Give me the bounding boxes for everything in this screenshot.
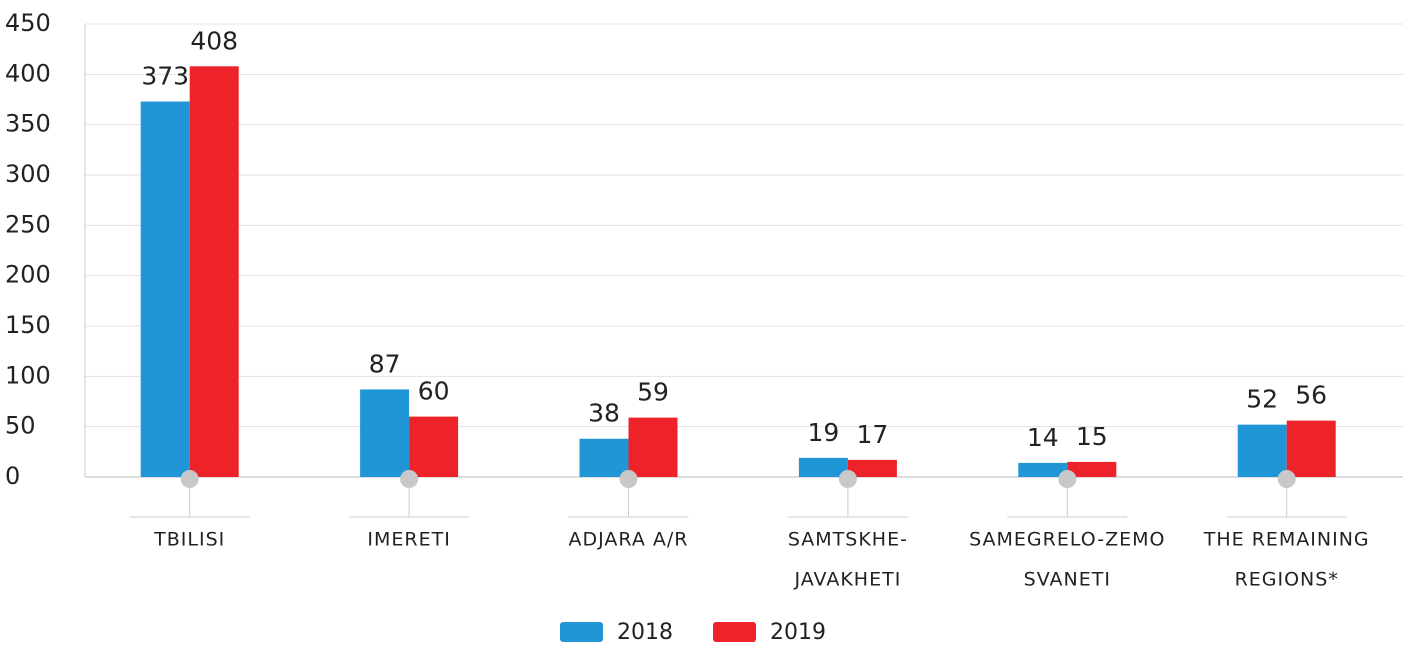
tick-dot	[1058, 470, 1077, 488]
x-tick-label: SVANETI	[1024, 569, 1111, 591]
legend-label: 2018	[617, 620, 673, 645]
x-tick-label: SAMTSKHE-	[788, 529, 908, 551]
value-label: 59	[637, 378, 669, 407]
y-tick-label: 150	[5, 311, 51, 339]
bar	[409, 416, 459, 477]
bar	[1018, 462, 1068, 477]
legend-swatch	[713, 622, 756, 642]
bar	[628, 417, 678, 477]
value-label: 15	[1076, 422, 1108, 451]
bar	[1237, 424, 1287, 477]
y-tick-label: 100	[5, 361, 51, 389]
value-label: 408	[190, 26, 238, 55]
bar	[140, 101, 190, 477]
y-tick-label: 250	[5, 210, 51, 238]
legend-label: 2019	[770, 620, 826, 645]
y-tick-label: 50	[5, 412, 36, 440]
value-label: 60	[418, 377, 450, 406]
value-label: 19	[807, 418, 839, 447]
y-tick-label: 400	[5, 59, 51, 87]
tick-dot	[838, 470, 857, 488]
value-label: 17	[856, 420, 888, 449]
x-tick-label: IMERETI	[367, 529, 450, 551]
legend-swatch	[560, 622, 603, 642]
bar	[579, 438, 629, 477]
bar	[798, 457, 848, 477]
y-tick-label: 350	[5, 110, 51, 138]
tick-dot	[1277, 470, 1296, 488]
value-label: 87	[369, 349, 401, 378]
tick-dot	[619, 470, 638, 488]
bar	[1286, 420, 1336, 477]
tick-dot	[180, 470, 199, 488]
bar	[1067, 461, 1117, 477]
tick-dot	[400, 470, 419, 488]
x-tick-label: TBILISI	[153, 529, 225, 551]
x-tick-label: THE REMAINING	[1203, 529, 1370, 551]
value-label: 373	[141, 62, 189, 91]
x-tick-label: REGIONS*	[1235, 569, 1339, 591]
bar	[847, 459, 897, 477]
value-label: 38	[588, 399, 620, 428]
y-tick-label: 200	[5, 261, 51, 289]
y-tick-label: 300	[5, 160, 51, 188]
y-tick-label: 0	[5, 462, 20, 490]
x-tick-label: SAMEGRELO-ZEMO	[969, 529, 1165, 551]
bar	[189, 66, 239, 477]
x-tick-label: JAVAKHETI	[794, 569, 902, 591]
y-tick-label: 450	[5, 9, 51, 37]
value-label: 56	[1295, 381, 1327, 410]
bar	[360, 389, 410, 477]
x-tick-label: ADJARA A/R	[569, 529, 689, 551]
value-label: 14	[1027, 423, 1059, 452]
value-label: 52	[1246, 385, 1278, 414]
